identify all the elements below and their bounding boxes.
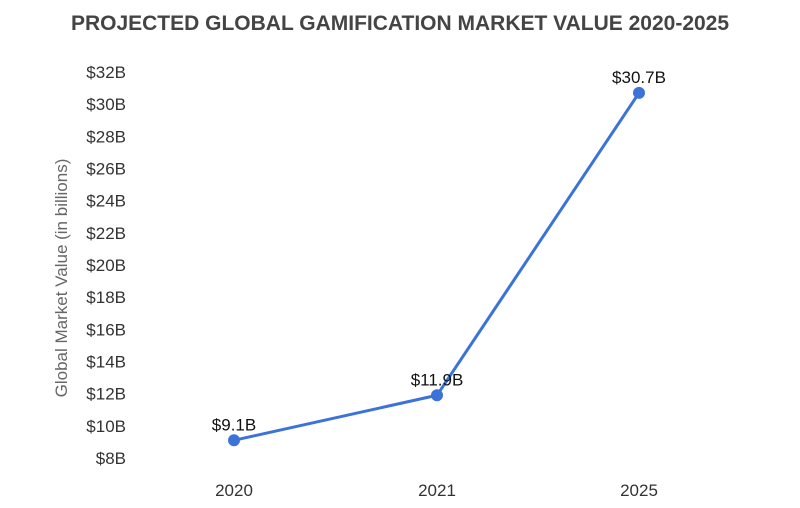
- data-label: $30.7B: [612, 68, 666, 87]
- y-tick-label: $32B: [86, 63, 126, 82]
- y-tick-label: $20B: [86, 256, 126, 275]
- x-tick-label: 2020: [215, 481, 253, 500]
- y-tick-label: $12B: [86, 385, 126, 404]
- x-tick-label: 2021: [418, 481, 456, 500]
- data-point: [431, 389, 443, 402]
- y-tick-label: $16B: [86, 320, 126, 339]
- y-tick-label: $30B: [86, 95, 126, 114]
- y-tick-label: $14B: [86, 353, 126, 372]
- data-label: $9.1B: [212, 415, 256, 434]
- data-label: $11.9B: [411, 370, 464, 389]
- data-point: [633, 86, 645, 99]
- data-point: [228, 434, 240, 447]
- y-tick-label: $24B: [86, 192, 126, 211]
- y-tick-label: $8B: [96, 449, 126, 468]
- y-tick-label: $26B: [86, 160, 126, 179]
- chart-title: PROJECTED GLOBAL GAMIFICATION MARKET VAL…: [71, 12, 729, 35]
- x-tick-label: 2025: [620, 481, 658, 500]
- y-tick-label: $28B: [86, 127, 126, 146]
- y-tick-label: $10B: [86, 417, 126, 436]
- y-tick-label: $18B: [86, 288, 126, 307]
- y-tick-label: $22B: [86, 224, 126, 243]
- y-axis-label: Global Market Value (in billions): [52, 159, 71, 398]
